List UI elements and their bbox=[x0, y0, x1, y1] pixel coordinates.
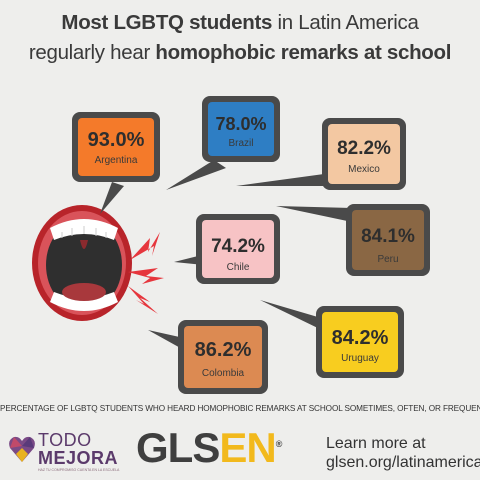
bubble-fill bbox=[78, 118, 154, 176]
percent-brazil: 78.0% bbox=[215, 114, 266, 134]
headline-bold-1: Most LGBTQ students bbox=[61, 11, 273, 34]
glsen-part1: GLS bbox=[136, 424, 220, 471]
learn-more-url[interactable]: glsen.org/latinamerica bbox=[326, 454, 480, 471]
bubble-fill bbox=[328, 124, 400, 184]
bubble-uruguay: 84.2% Uruguay bbox=[316, 306, 404, 378]
percent-mexico: 82.2% bbox=[337, 138, 391, 159]
mejora-word: MEJORA bbox=[38, 448, 119, 468]
headline: Most LGBTQ students in Latin America reg… bbox=[0, 8, 480, 68]
headline-line-2: regularly hear homophobic remarks at sch… bbox=[0, 38, 480, 68]
glsen-logo[interactable]: GLSEN® bbox=[136, 424, 283, 472]
bubble-colombia: 86.2% Colombia bbox=[178, 320, 268, 394]
todo-mejora-logo[interactable]: TODO MEJORA HAZ TU COMPROMISO CUENTA EN … bbox=[8, 428, 128, 472]
country-uruguay: Uruguay bbox=[341, 353, 379, 364]
shouting-mouth-icon bbox=[32, 205, 132, 321]
footer: TODO MEJORA HAZ TU COMPROMISO CUENTA EN … bbox=[0, 420, 480, 480]
todo-tagline: HAZ TU COMPROMISO CUENTA EN LA ESCUELA bbox=[38, 468, 120, 472]
todo-word: TODO bbox=[38, 430, 92, 450]
headline-rest-1: in Latin America bbox=[272, 11, 419, 34]
registered-mark: ® bbox=[275, 439, 283, 449]
bubble-mexico: 82.2% Mexico bbox=[322, 118, 406, 190]
country-chile: Chile bbox=[227, 262, 250, 273]
bubble-fill bbox=[322, 312, 398, 372]
bubble-fill bbox=[184, 326, 262, 388]
bubble-fill bbox=[352, 210, 424, 270]
country-colombia: Colombia bbox=[202, 368, 245, 379]
learn-more[interactable]: Learn more at glsen.org/latinamerica bbox=[326, 434, 480, 472]
bubble-fill bbox=[202, 220, 274, 278]
country-argentina: Argentina bbox=[95, 155, 138, 166]
bubble-brazil: 78.0% Brazil bbox=[202, 96, 280, 162]
headline-line-1: Most LGBTQ students in Latin America bbox=[0, 8, 480, 38]
percent-peru: 84.1% bbox=[361, 226, 415, 247]
headline-rest-2: regularly hear bbox=[28, 41, 156, 64]
country-peru: Peru bbox=[377, 254, 398, 265]
percent-colombia: 86.2% bbox=[195, 339, 252, 361]
bubble-tails bbox=[100, 160, 352, 350]
footnote: PERCENTAGE OF LGBTQ STUDENTS WHO HEARD H… bbox=[0, 404, 480, 413]
shout-lines-icon bbox=[128, 232, 164, 314]
headline-bold-2: homophobic remarks at school bbox=[155, 41, 452, 64]
heart-icon bbox=[9, 436, 35, 462]
glsen-part2: EN bbox=[219, 424, 276, 471]
bubble-fill bbox=[208, 102, 274, 156]
learn-more-label: Learn more at bbox=[326, 435, 426, 452]
country-brazil: Brazil bbox=[228, 138, 253, 149]
country-mexico: Mexico bbox=[348, 164, 380, 175]
bubble-chile: 74.2% Chile bbox=[196, 214, 280, 284]
bubble-peru: 84.1% Peru bbox=[346, 204, 430, 276]
bubble-argentina: 93.0% Argentina bbox=[72, 112, 160, 182]
percent-chile: 74.2% bbox=[211, 236, 265, 257]
percent-uruguay: 84.2% bbox=[332, 327, 389, 349]
percent-argentina: 93.0% bbox=[88, 129, 145, 151]
